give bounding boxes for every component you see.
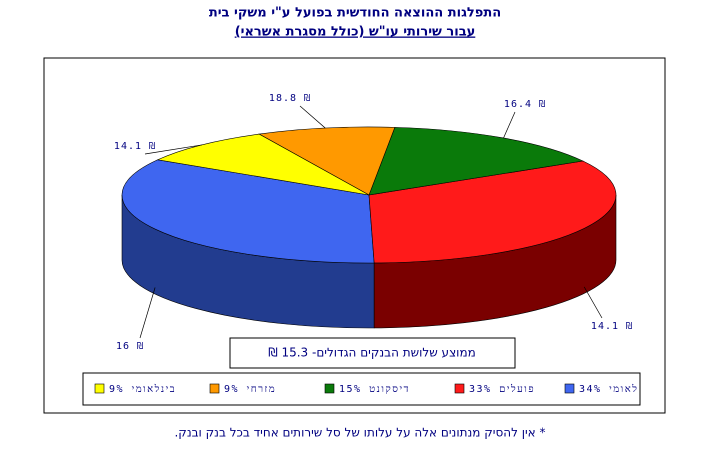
footnote: * אין להסיק מנתונים אלה על עלותו של סל ש… — [174, 426, 545, 440]
data-label: ₪ 16 — [116, 341, 144, 352]
leader-line — [299, 105, 326, 129]
slice — [156, 133, 370, 196]
data-label: ₪ 14.1 — [114, 141, 156, 152]
leader-line — [139, 287, 156, 339]
legend-label: לאומי 34% — [579, 383, 638, 395]
slice — [258, 126, 396, 196]
legend-swatch — [324, 383, 335, 394]
legend-swatch — [564, 383, 575, 394]
leader-line — [144, 144, 202, 155]
annotation-box — [229, 337, 516, 369]
legend-label: דיסקונט 15% — [339, 384, 410, 395]
legend-box — [82, 372, 641, 406]
data-label: ₪ 18.8 — [269, 93, 311, 104]
legend-label: מזרחי 9% — [224, 384, 276, 395]
slice — [368, 127, 584, 196]
slice — [368, 160, 617, 264]
legend-label: בינלאומי 9% — [109, 383, 176, 395]
annotation: ממוצע שלושת הבנקים הגדולים- 15.3 ₪ — [268, 346, 476, 360]
data-label: ₪ 16.4 — [504, 99, 546, 110]
leader-line — [503, 111, 516, 139]
data-label: ₪ 14.1 — [591, 321, 633, 332]
legend-swatch — [94, 383, 105, 394]
pie: ₪ 16 ₪ 14.1 ₪ 16.4 ₪ 18.8 ₪ 14.1 — [114, 93, 633, 352]
legend-swatch — [454, 383, 465, 394]
chart-title: התפלגות ההוצאה החודשית בפועל ע"י משקי בי… — [209, 6, 501, 21]
chart-subtitle: עבור שירותי עו"ש (כולל מסגרת אשראי) — [235, 25, 476, 40]
legend-swatch — [209, 383, 220, 394]
leader-line — [583, 286, 603, 319]
legend-label: פועלים 33% — [469, 383, 535, 395]
